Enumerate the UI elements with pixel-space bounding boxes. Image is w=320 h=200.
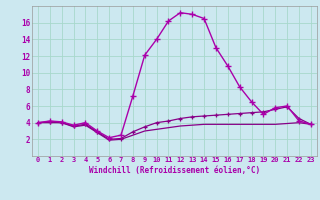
X-axis label: Windchill (Refroidissement éolien,°C): Windchill (Refroidissement éolien,°C) <box>89 166 260 175</box>
